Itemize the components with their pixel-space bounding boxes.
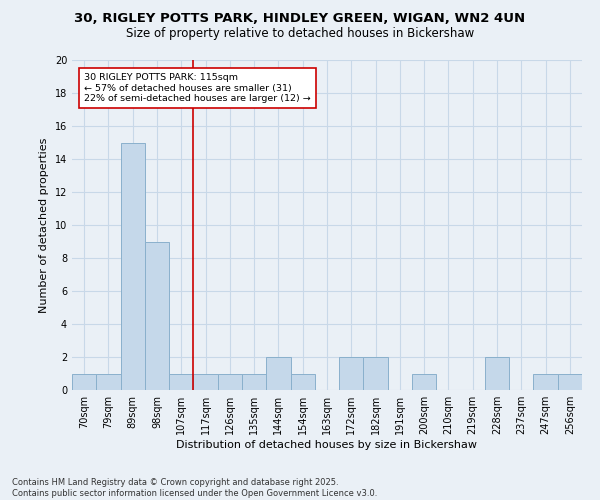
Text: 30, RIGLEY POTTS PARK, HINDLEY GREEN, WIGAN, WN2 4UN: 30, RIGLEY POTTS PARK, HINDLEY GREEN, WI… <box>74 12 526 26</box>
Bar <box>169 374 193 390</box>
Bar <box>72 374 96 390</box>
Bar <box>266 357 290 390</box>
Bar <box>412 374 436 390</box>
Bar <box>339 357 364 390</box>
X-axis label: Distribution of detached houses by size in Bickershaw: Distribution of detached houses by size … <box>176 440 478 450</box>
Bar <box>533 374 558 390</box>
Bar <box>364 357 388 390</box>
Bar <box>218 374 242 390</box>
Text: 30 RIGLEY POTTS PARK: 115sqm
← 57% of detached houses are smaller (31)
22% of se: 30 RIGLEY POTTS PARK: 115sqm ← 57% of de… <box>84 73 311 103</box>
Text: Size of property relative to detached houses in Bickershaw: Size of property relative to detached ho… <box>126 28 474 40</box>
Bar <box>290 374 315 390</box>
Bar <box>96 374 121 390</box>
Bar <box>485 357 509 390</box>
Bar <box>121 142 145 390</box>
Bar <box>242 374 266 390</box>
Bar <box>558 374 582 390</box>
Text: Contains HM Land Registry data © Crown copyright and database right 2025.
Contai: Contains HM Land Registry data © Crown c… <box>12 478 377 498</box>
Bar <box>145 242 169 390</box>
Bar <box>193 374 218 390</box>
Y-axis label: Number of detached properties: Number of detached properties <box>39 138 49 312</box>
